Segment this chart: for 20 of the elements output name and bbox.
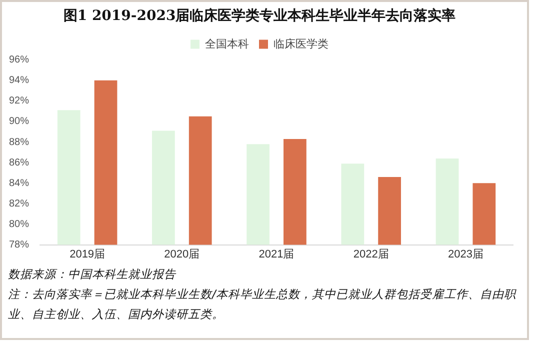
y-tick-label: 96% (9, 54, 30, 66)
legend-label: 临床医学类 (274, 37, 328, 50)
y-tick-label: 92% (9, 96, 30, 107)
y-tick-label: 78% (9, 240, 30, 251)
x-tick-label: 2023届 (448, 248, 484, 260)
y-tick-label: 90% (9, 116, 30, 128)
y-tick-label: 84% (9, 178, 30, 189)
x-tick-label: 2022届 (353, 248, 389, 260)
y-tick-label: 86% (9, 157, 30, 168)
x-tick-label: 2021届 (258, 248, 294, 260)
source-note: 数据来源：中国本科生就业报告 (8, 266, 178, 283)
y-tick-label: 88% (9, 136, 30, 148)
x-tick-label: 2020届 (164, 248, 200, 260)
text: 注：去向落实率＝已就业本科毕业生数/本科毕业生总数，其中已就业人群包括受雇工作、自由职业、自主创业、入伍、国内外读研五类。 (8, 286, 518, 323)
y-tick-label: 82% (9, 198, 30, 210)
legend-label: 全国本科 (205, 37, 249, 50)
chart-title: 图1 2019-2023届临床医学类专业本科生毕业半年去向落实率 (63, 7, 456, 24)
y-tick-label: 80% (9, 218, 30, 230)
x-tick-label: 2019届 (70, 248, 106, 260)
y-tick-label: 94% (9, 75, 30, 86)
